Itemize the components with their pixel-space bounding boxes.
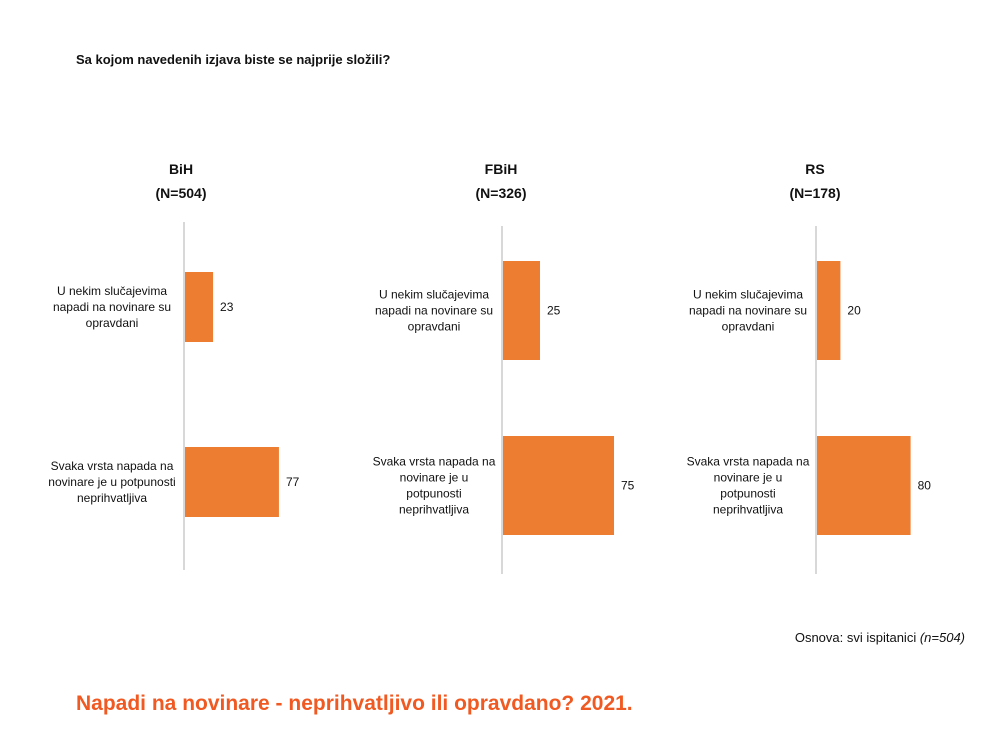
- basis-note: Osnova: svi ispitanici (n=504): [795, 630, 965, 645]
- footer-title: Napadi na novinare - neprihvatljivo ili …: [76, 692, 633, 715]
- data-label: 80: [918, 479, 932, 493]
- data-label: 23: [220, 300, 234, 314]
- bar: [185, 272, 214, 342]
- bar: [185, 447, 279, 517]
- bar: [817, 261, 841, 360]
- bar: [503, 436, 614, 535]
- data-label: 25: [547, 304, 561, 318]
- panel-subtitle: (N=178): [790, 185, 841, 201]
- basis-text: Osnova: svi ispitanici: [794, 630, 920, 645]
- charts-area: BiH (N=504) 23 U nekim slučajevima napadi na…: [48, 161, 932, 574]
- panel-title: RS: [805, 161, 824, 177]
- category-label: U nekim slučajevima napadi na novinare su…: [375, 288, 493, 334]
- panel-title: BiH: [169, 161, 193, 177]
- category-label: Svaka vrsta napada na novinare je u potpu…: [48, 459, 175, 505]
- basis-sample: (n=504): [919, 630, 965, 645]
- category-label: Svaka vrsta napada na novinare je u potpun…: [687, 455, 810, 517]
- bar: [817, 436, 911, 535]
- data-label: 77: [286, 475, 300, 489]
- question-text: Sa kojom navedenih izjava biste se najpr…: [76, 52, 391, 67]
- category-label: U nekim slučajevima napadi na novinare su…: [689, 288, 807, 334]
- panel-title: FBiH: [485, 161, 518, 177]
- panel-subtitle: (N=504): [156, 185, 207, 201]
- data-label: 75: [621, 479, 635, 493]
- category-label: Svaka vrsta napada na novinare je u potpun…: [373, 455, 496, 517]
- bar: [503, 261, 540, 360]
- panel-subtitle: (N=326): [476, 185, 527, 201]
- category-label: U nekim slučajevima napadi na novinare su…: [53, 284, 171, 330]
- data-label: 20: [847, 304, 861, 318]
